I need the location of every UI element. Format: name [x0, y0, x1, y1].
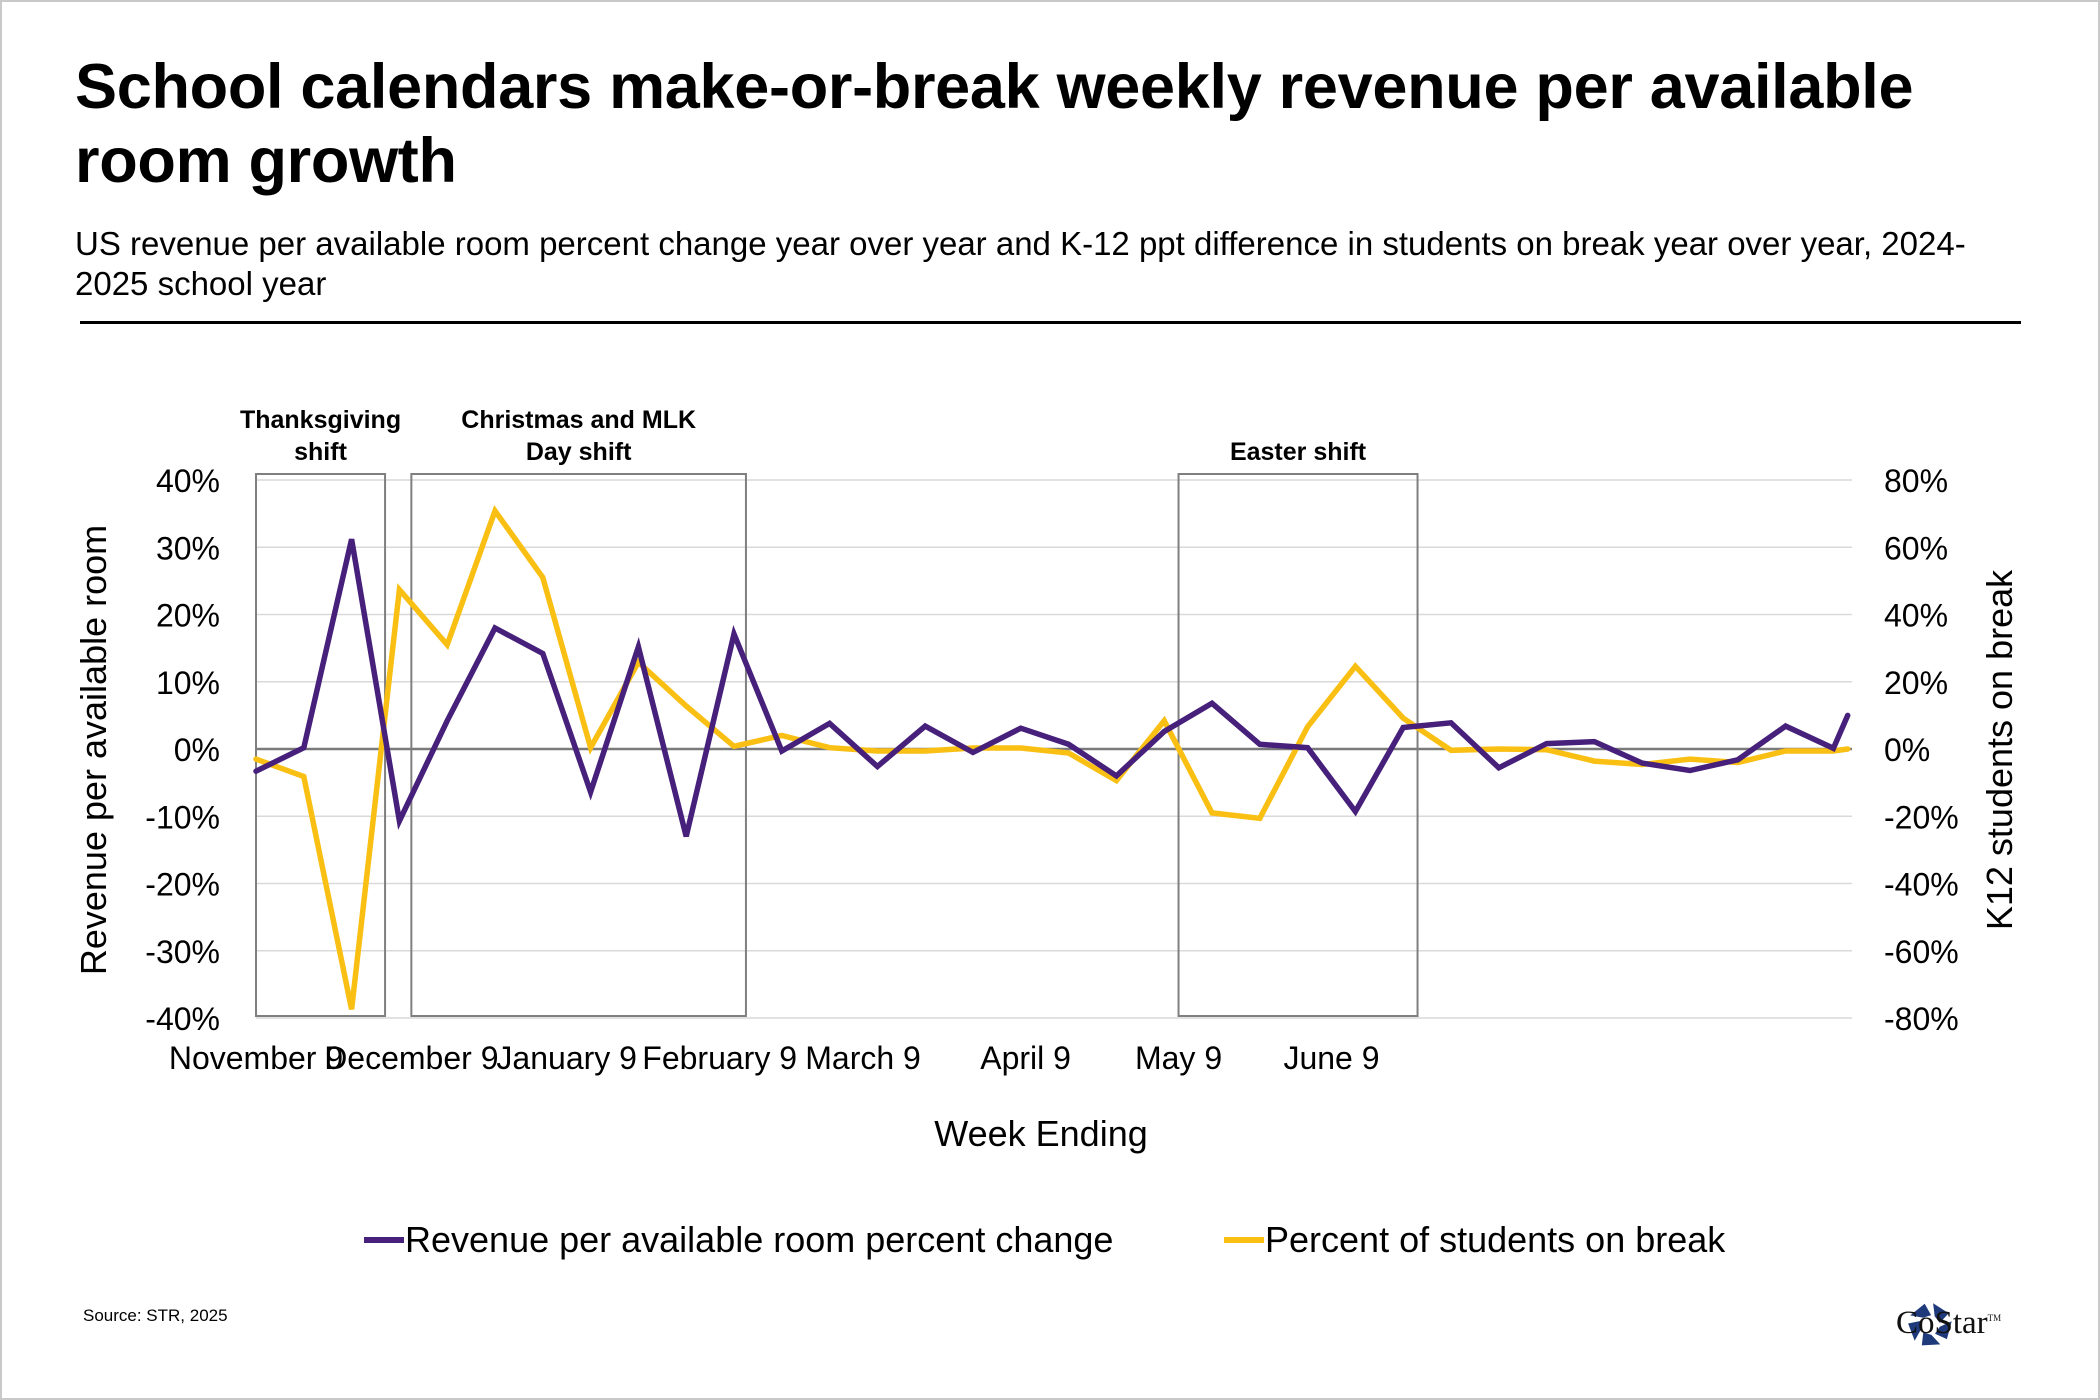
y2-tick-label: 40% [1884, 598, 1948, 634]
y-tick-label: 40% [156, 463, 220, 499]
header-divider [80, 321, 2021, 324]
y-axis-right-title: K12 students on break [1979, 569, 2020, 930]
x-tick-label: January 9 [496, 1040, 637, 1076]
x-tick-label: March 9 [805, 1040, 921, 1076]
annotation-label: Easter shift [1230, 438, 1367, 466]
y2-tick-label: -20% [1884, 799, 1959, 835]
logo-segment [1921, 1332, 1941, 1346]
annotation-box [255, 473, 387, 1017]
series-line-revpar [253, 538, 1851, 838]
series-lines [253, 505, 1851, 1010]
y2-tick-label: -40% [1884, 867, 1959, 903]
y-axis-right-ticks: 80% 60% 40% 20% 0% -20% -40% -60% -80% [1884, 463, 1959, 1037]
costar-logo-icon [1908, 1303, 1952, 1346]
y-tick-label: -40% [145, 1001, 220, 1037]
y2-tick-label: 80% [1884, 463, 1948, 499]
y2-tick-label: -60% [1884, 934, 1959, 970]
x-tick-label: June 9 [1283, 1040, 1379, 1076]
trademark-mark: TM [1987, 1313, 2002, 1323]
x-tick-label: November 9 [169, 1040, 343, 1076]
x-tick-label: April 9 [980, 1040, 1071, 1076]
legend-label-students-on-break: Percent of students on break [1265, 1219, 1726, 1260]
y-tick-label: -30% [145, 934, 220, 970]
chart-subtitle: US revenue per available room percent ch… [75, 225, 1966, 302]
y2-tick-label: 60% [1884, 530, 1948, 566]
costar-wordmark: CoStar [1896, 1305, 1988, 1341]
costar-logo-text: CoStarTM [1896, 1305, 2001, 1342]
y-tick-label: -20% [145, 867, 220, 903]
y2-tick-label: 0% [1884, 732, 1930, 768]
legend: Revenue per available room percent chang… [364, 1219, 1726, 1260]
x-tick-label: February 9 [642, 1040, 797, 1076]
annotation-box [410, 473, 747, 1017]
x-axis-title: Week Ending [934, 1113, 1147, 1154]
annotation-label: Thanksgiving [240, 406, 401, 434]
y-tick-label: 0% [174, 732, 220, 768]
legend-label-revpar: Revenue per available room percent chang… [405, 1219, 1113, 1260]
x-tick-label: December 9 [324, 1040, 498, 1076]
x-tick-label: May 9 [1135, 1040, 1222, 1076]
chart-title: School calendars make-or-break weekly re… [75, 52, 1914, 196]
annotation-label: shift [294, 438, 347, 466]
y-tick-label: 30% [156, 530, 220, 566]
y-axis-left-title: Revenue per available room [73, 525, 114, 975]
y-tick-label: 20% [156, 598, 220, 634]
y-axis-left-ticks: 40% 30% 20% 10% 0% -10% -20% -30% -40% [145, 463, 220, 1037]
logo-segment [1908, 1320, 1921, 1341]
annotation-boxes: Thanksgiving shift Christmas and MLK Day sh… [240, 406, 1419, 1017]
y-tick-label: 10% [156, 665, 220, 701]
annotation-label: Christmas and MLK [461, 406, 696, 434]
logo-segment [1933, 1303, 1949, 1323]
y-tick-label: -10% [145, 799, 220, 835]
series-line-students-on-break [253, 505, 1851, 1010]
y2-tick-label: 20% [1884, 665, 1948, 701]
source-note: Source: STR, 2025 [83, 1306, 228, 1325]
annotation-label: Day shift [526, 438, 632, 466]
logo-segment [1935, 1321, 1952, 1340]
logo-segment [1910, 1303, 1932, 1318]
y2-tick-label: -80% [1884, 1001, 1959, 1037]
